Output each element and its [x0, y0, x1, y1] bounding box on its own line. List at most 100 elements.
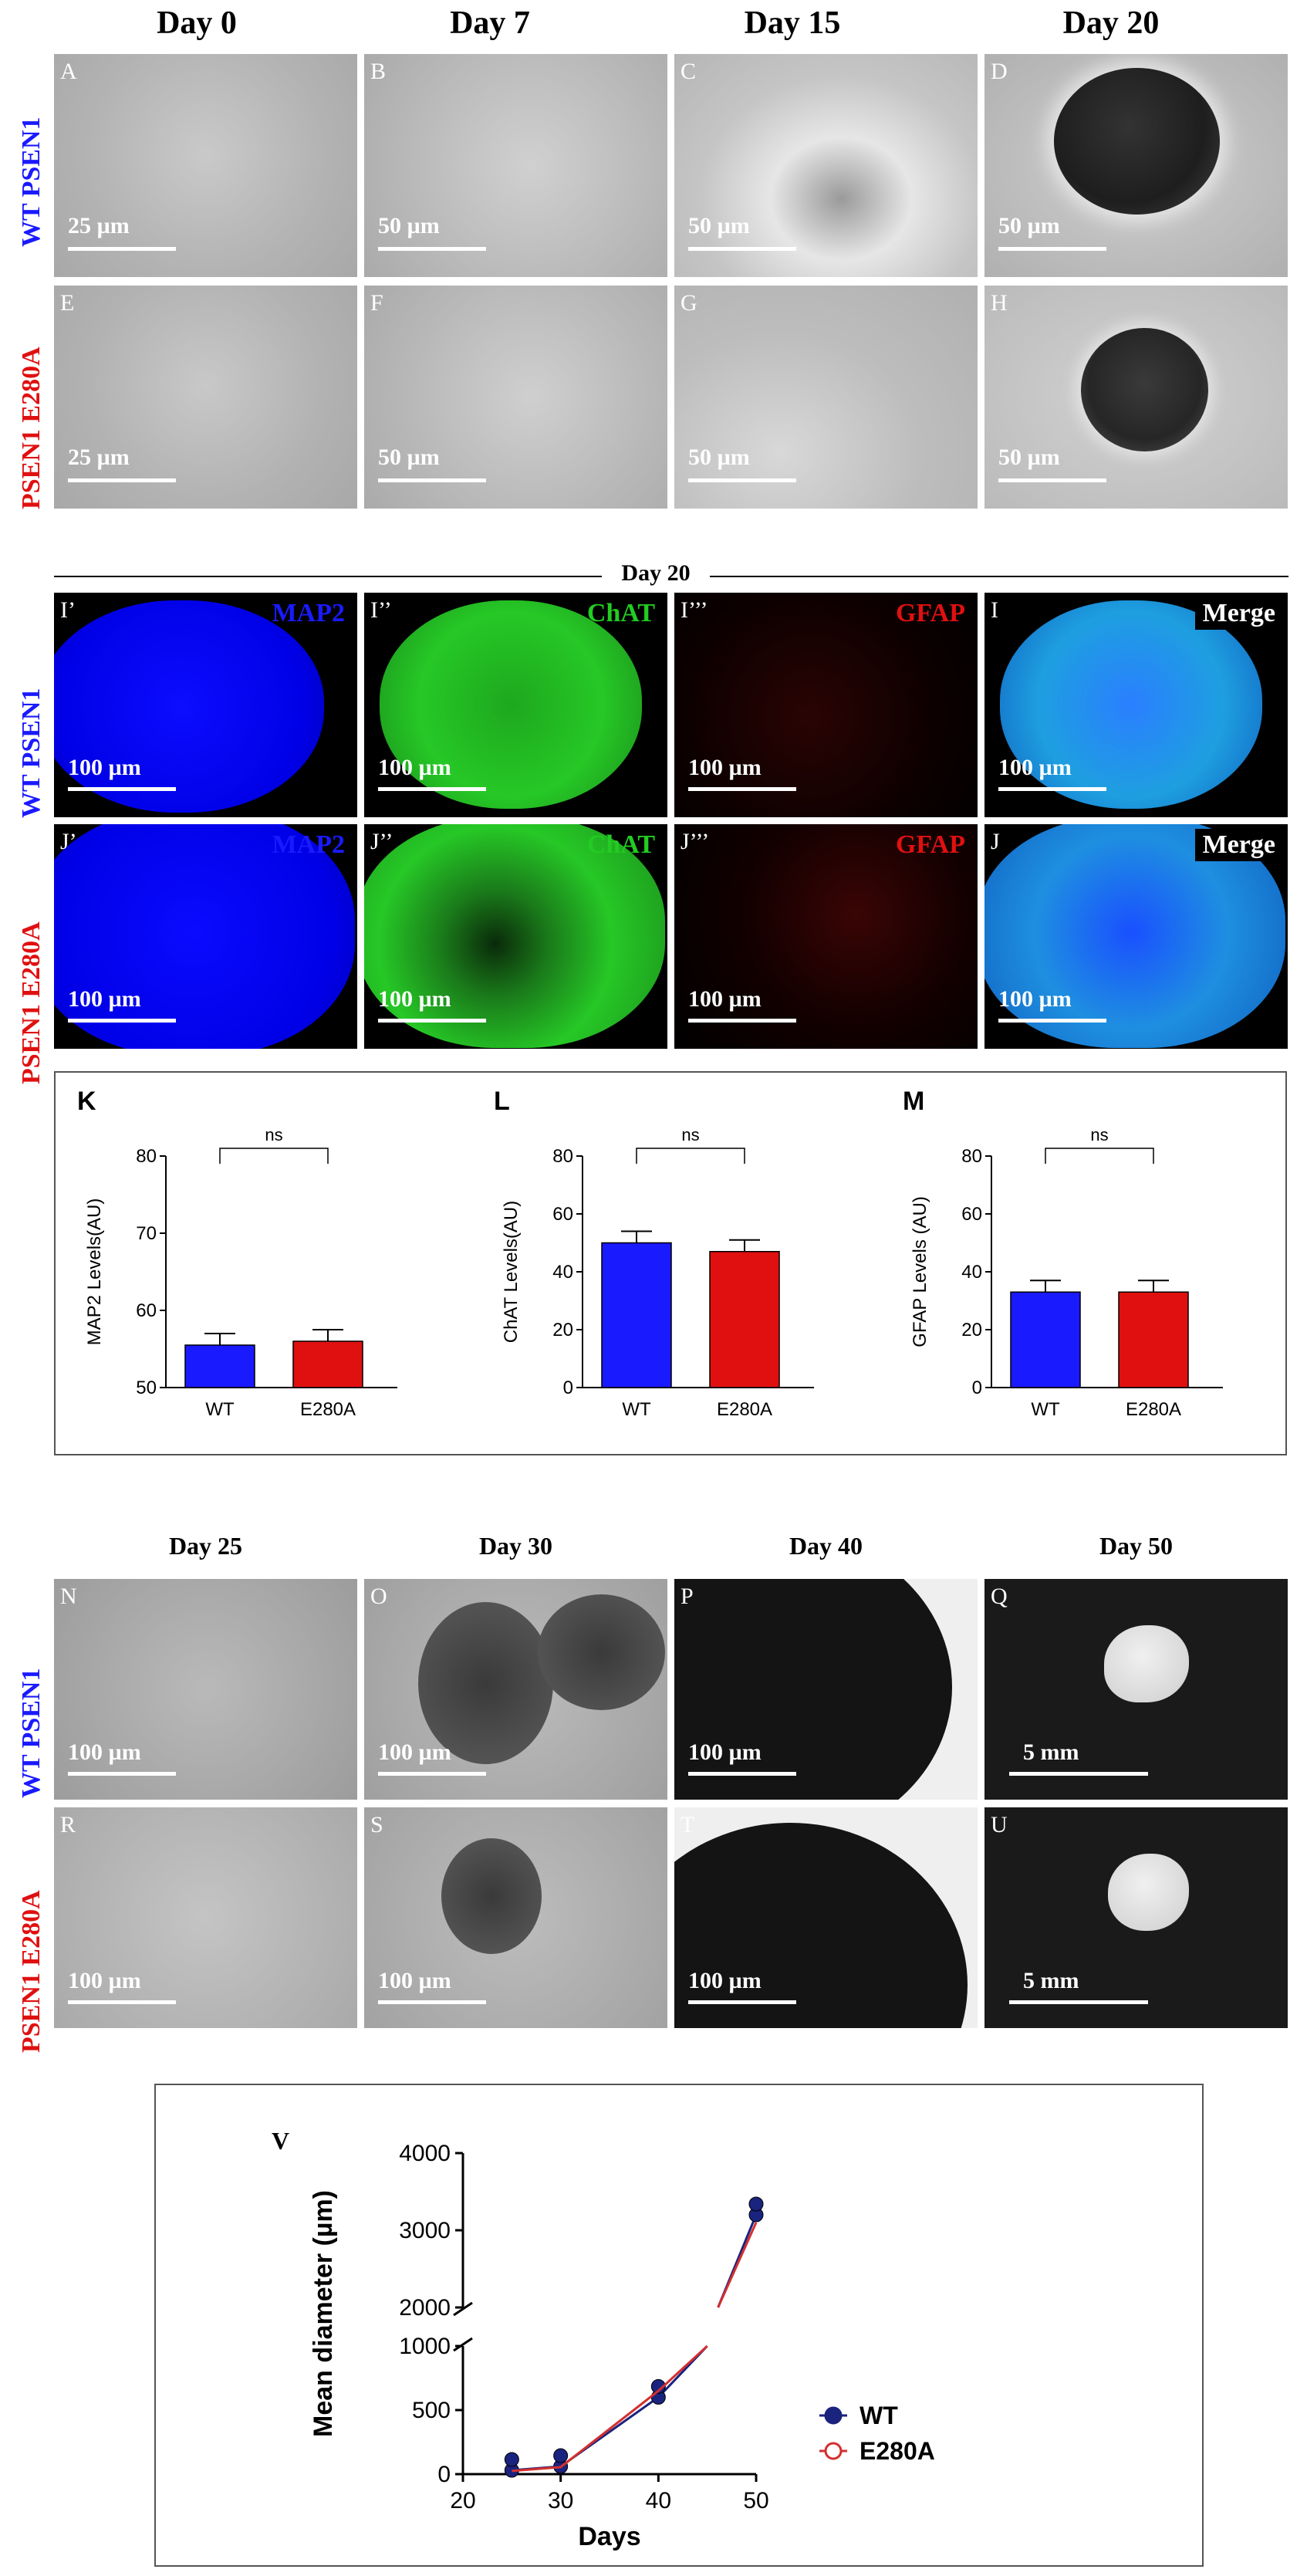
fluorescent-organoid: [380, 600, 642, 809]
fluorescent-organoid: [1000, 600, 1262, 809]
x-tick-label: 20: [450, 2488, 475, 2513]
marker-label: GFAP: [895, 599, 965, 627]
significance-label: ns: [265, 1125, 282, 1144]
section2-divider-right: [710, 576, 1288, 577]
section1-row-label-e280a: PSEN1 E280A: [17, 347, 46, 509]
marker-label: MAP2: [272, 599, 345, 627]
axis-break: [453, 2301, 473, 2317]
panel-label: A: [60, 59, 77, 84]
scale-bar: [998, 1019, 1106, 1023]
bar: [601, 1242, 672, 1388]
organoid-spheroid: [441, 1838, 542, 1954]
panel-label: J’: [60, 829, 77, 854]
scale-bar: [998, 247, 1106, 251]
y-tick-label: 50: [136, 1378, 157, 1398]
x-tick-label: E280A: [300, 1399, 356, 1420]
y-tick-label: 4000: [399, 2141, 451, 2166]
y-tick-label: 2000: [399, 2295, 451, 2321]
panel-d: D 50 µm: [984, 54, 1288, 277]
organoid-spheroid: [1081, 328, 1208, 451]
panel-n: N 100 µm: [54, 1579, 357, 1800]
scale-bar: [688, 787, 796, 791]
panel-label: U: [991, 1812, 1008, 1837]
y-tick-label: 20: [552, 1320, 573, 1340]
section2-row-label-wt: WT PSEN1: [17, 688, 46, 818]
scale-bar-label: 5 mm: [1023, 1739, 1079, 1765]
scale-bar-label: 100 µm: [378, 986, 451, 1012]
significance-bracket: [219, 1148, 329, 1164]
y-axis-label: ChAT Levels(AU): [501, 1201, 522, 1344]
organoid-spheroid: [418, 1602, 553, 1764]
scale-bar-label: 5 mm: [1023, 1968, 1079, 1993]
marker-label: Merge: [1194, 829, 1283, 861]
scale-bar: [998, 787, 1106, 791]
y-tick-label: 60: [961, 1204, 982, 1225]
y-tick-label: 80: [552, 1146, 573, 1167]
panel-s: S 100 µm: [364, 1807, 667, 2028]
scale-bar-label: 25 µm: [68, 213, 130, 238]
panel-i-triple-prime: I’’’ GFAP 100 µm: [674, 593, 978, 817]
panel-b: B 50 µm: [364, 54, 667, 277]
scale-bar-label: 100 µm: [378, 1968, 451, 1993]
panel-label: I’: [60, 597, 76, 623]
legend-label: WT: [860, 2402, 898, 2429]
section1-day0-header: Day 0: [157, 5, 237, 41]
panel-label: R: [60, 1812, 76, 1837]
marker-label: MAP2: [272, 830, 345, 859]
panel-a: A 25 µm: [54, 54, 357, 277]
marker-label: ChAT: [586, 830, 655, 859]
scale-bar: [378, 247, 486, 251]
marker-label: Merge: [1194, 597, 1283, 630]
axis-break: [453, 2337, 473, 2352]
scale-bar: [1009, 1772, 1148, 1776]
panel-label: G: [681, 290, 697, 316]
x-axis-label: Days: [578, 2522, 640, 2551]
scale-bar-label: 50 µm: [378, 213, 440, 238]
panel-g: G 50 µm: [674, 286, 978, 509]
scale-bar-label: 100 µm: [688, 1739, 762, 1765]
scale-bar-label: 50 µm: [378, 445, 440, 470]
scale-bar: [378, 2000, 486, 2004]
scale-bar-label: 100 µm: [688, 986, 762, 1012]
fluorescent-organoid: [984, 824, 1285, 1048]
organoid-spheroid: [538, 1594, 665, 1710]
scale-bar: [68, 2000, 176, 2004]
panel-label: B: [370, 59, 387, 84]
y-tick-label: 60: [552, 1204, 573, 1225]
panel-q: Q 5 mm: [984, 1579, 1288, 1800]
panel-c: C 50 µm: [674, 54, 978, 277]
marker-label: ChAT: [586, 599, 655, 627]
chart-k: K 50 60 70 80 MAP2 Levels(AU) WT E280A ns: [77, 1087, 397, 1420]
panel-u: U 5 mm: [984, 1807, 1288, 2028]
panel-label: T: [681, 1812, 695, 1837]
bar: [292, 1340, 363, 1388]
scale-bar-label: 50 µm: [688, 213, 750, 238]
panel-r: R 100 µm: [54, 1807, 357, 2028]
section2-row-label-e280a: PSEN1 E280A: [17, 921, 46, 1084]
significance-label: ns: [681, 1125, 699, 1144]
scale-bar: [378, 1772, 486, 1776]
data-point: [748, 2196, 764, 2212]
y-tick-label: 40: [961, 1262, 982, 1283]
chart-m: M 0 20 40 60 80 GFAP Levels (AU) WT E280A ns: [903, 1087, 1223, 1420]
series-line: [512, 2214, 758, 2472]
panel-label: H: [991, 290, 1008, 316]
panel-i-prime: I’ MAP2 100 µm: [54, 593, 357, 817]
y-tick-label: 0: [437, 2462, 451, 2487]
scale-bar-label: 100 µm: [998, 986, 1072, 1012]
scale-bar-label: 100 µm: [998, 755, 1072, 780]
chart-panel-label: K: [77, 1087, 96, 1116]
x-tick-label: 40: [646, 2488, 671, 2513]
chart-panel-label: L: [494, 1087, 510, 1116]
section1-row-label-wt: WT PSEN1: [17, 117, 46, 247]
scale-bar: [68, 1019, 176, 1023]
quantification-box: [54, 1071, 1287, 1455]
organoid-spheroid: [674, 1579, 952, 1800]
scale-bar-label: 25 µm: [68, 445, 130, 470]
panel-o: O 100 µm: [364, 1579, 667, 1800]
section2-title: Day 20: [621, 560, 691, 586]
scale-bar: [68, 787, 176, 791]
panel-j-triple-prime: J’’’ GFAP 100 µm: [674, 824, 978, 1049]
section3-day30-header: Day 30: [478, 1532, 553, 1560]
y-tick-label: 0: [972, 1378, 982, 1398]
